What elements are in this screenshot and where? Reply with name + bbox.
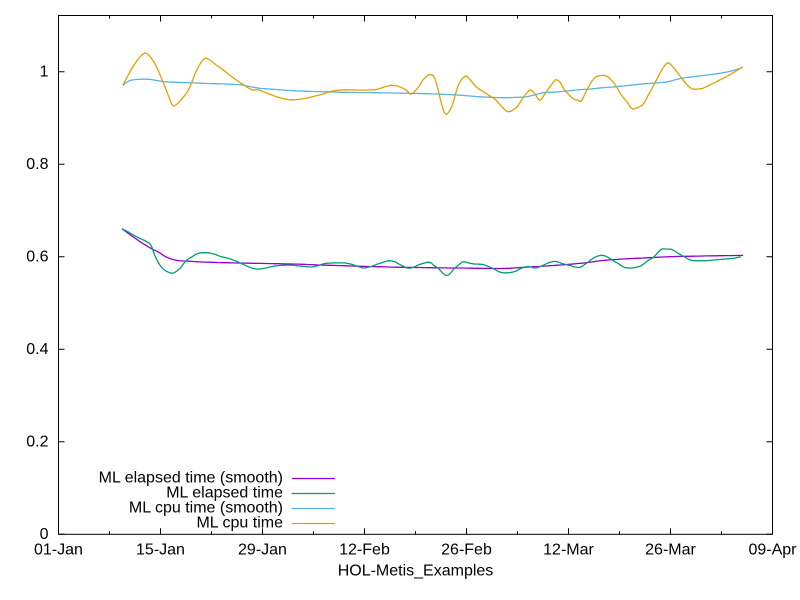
svg-text:1: 1 bbox=[40, 63, 49, 80]
svg-text:ML cpu time: ML cpu time bbox=[196, 515, 283, 532]
svg-text:0.8: 0.8 bbox=[26, 156, 48, 173]
svg-text:ML elapsed time (smooth): ML elapsed time (smooth) bbox=[99, 470, 283, 487]
svg-text:26-Feb: 26-Feb bbox=[441, 542, 492, 559]
svg-text:12-Feb: 12-Feb bbox=[339, 542, 390, 559]
svg-text:29-Jan: 29-Jan bbox=[238, 542, 287, 559]
svg-text:26-Mar: 26-Mar bbox=[645, 542, 696, 559]
svg-text:01-Jan: 01-Jan bbox=[34, 542, 83, 559]
svg-text:0: 0 bbox=[40, 526, 49, 543]
svg-text:ML cpu time (smooth): ML cpu time (smooth) bbox=[129, 500, 283, 517]
svg-text:15-Jan: 15-Jan bbox=[136, 542, 185, 559]
svg-text:09-Apr: 09-Apr bbox=[748, 542, 797, 559]
svg-text:12-Mar: 12-Mar bbox=[543, 542, 594, 559]
svg-text:0.6: 0.6 bbox=[26, 248, 48, 265]
svg-text:0.4: 0.4 bbox=[26, 341, 48, 358]
svg-text:ML elapsed time: ML elapsed time bbox=[166, 485, 283, 502]
svg-text:HOL-Metis_Examples: HOL-Metis_Examples bbox=[338, 563, 494, 580]
svg-text:0.2: 0.2 bbox=[26, 433, 48, 450]
